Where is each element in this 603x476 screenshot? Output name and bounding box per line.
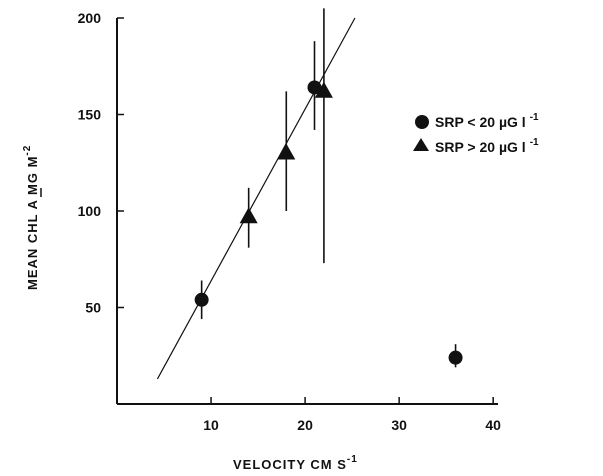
legend-label-triangle: SRP > 20 µG l -1 xyxy=(435,137,539,155)
x-ticks: 10 20 30 40 xyxy=(203,397,501,433)
plot-area: 10 20 30 40 50 100 150 200 xyxy=(78,8,501,433)
y-axis-title-superscript: -2 xyxy=(22,145,33,156)
y-tick-label: 50 xyxy=(85,300,101,316)
x-axis-title: VELOCITY CM S-1 xyxy=(233,454,358,472)
y-ticks: 50 100 150 200 xyxy=(78,10,124,316)
y-tick-label: 150 xyxy=(78,107,102,123)
y-tick-label: 200 xyxy=(78,10,102,26)
legend-label-circle: SRP < 20 µG l -1 xyxy=(435,112,539,130)
data-point-circle xyxy=(194,292,209,307)
x-tick-label: 20 xyxy=(297,417,313,433)
legend-entry-circle: SRP < 20 µG l -1 xyxy=(415,112,539,130)
legend-entry-triangle: SRP > 20 µG l -1 xyxy=(413,137,539,155)
legend-label-circle-text: SRP < 20 µG l xyxy=(435,114,526,130)
x-tick-label: 30 xyxy=(391,417,407,433)
y-axis-title: MEAN CHL A MG M-2 xyxy=(22,145,40,290)
legend-label-triangle-text: SRP > 20 µG l xyxy=(435,139,526,155)
x-axis-title-text: VELOCITY CM S xyxy=(233,457,347,472)
legend-label-circle-superscript: -1 xyxy=(530,112,539,123)
legend-triangle-marker xyxy=(413,138,429,151)
legend-circle-marker xyxy=(415,115,429,129)
x-tick-label: 10 xyxy=(203,417,219,433)
data-point-triangle xyxy=(277,143,296,160)
fit-line xyxy=(156,17,356,380)
x-tick-label: 40 xyxy=(485,417,501,433)
y-tick-label: 100 xyxy=(78,203,102,219)
data-point-triangle xyxy=(239,207,258,224)
data-point-circle xyxy=(448,350,463,365)
legend-label-triangle-superscript: -1 xyxy=(530,137,539,148)
x-axis-title-superscript: -1 xyxy=(347,454,358,465)
data-marks xyxy=(194,8,463,368)
legend: SRP < 20 µG l -1 SRP > 20 µG l -1 xyxy=(413,112,539,155)
y-axis-title-text: MEAN CHL A MG M xyxy=(25,156,40,290)
data-point-triangle xyxy=(314,81,333,98)
data-point-circle xyxy=(307,80,322,95)
